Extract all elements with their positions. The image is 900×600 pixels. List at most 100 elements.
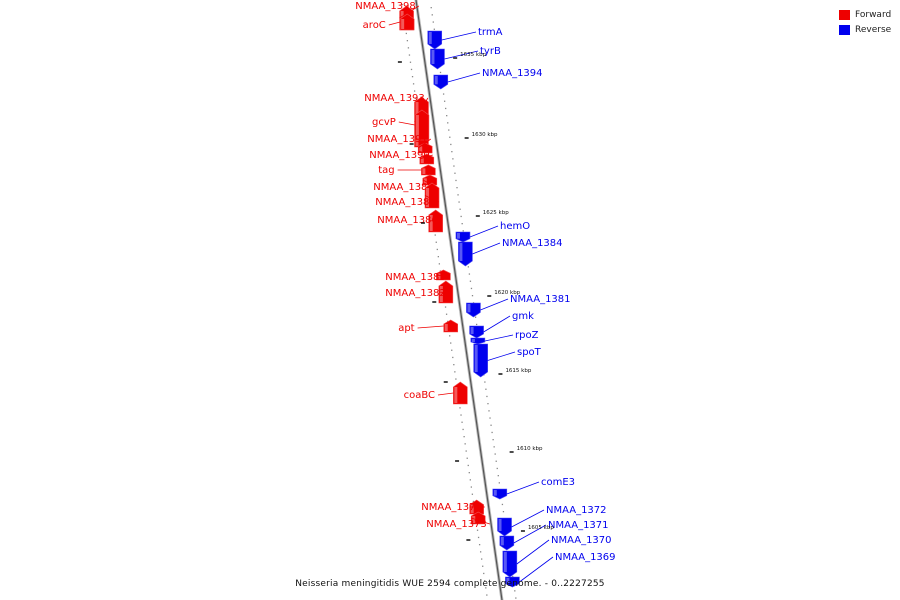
gene-label[interactable]: rpoZ [515, 330, 539, 341]
track-dot [460, 414, 462, 416]
gene-leader-line [444, 50, 479, 60]
gene-label[interactable]: NMAA_1393 [364, 93, 425, 104]
gene-leader-line [399, 5, 420, 19]
gene-label[interactable]: coaBC [404, 390, 435, 401]
gene-label[interactable]: tag [378, 165, 394, 176]
gene-tag[interactable]: tag [378, 164, 436, 176]
gene-arrow-highlight [500, 537, 504, 546]
gene-label[interactable]: spoT [517, 347, 542, 358]
gene-label[interactable]: aroC [363, 20, 386, 31]
backbone-line-core [415, 0, 503, 600]
track-dot [471, 493, 474, 495]
track-dot [485, 587, 487, 589]
gene-nmaa-1374[interactable]: NMAA_1374 [421, 499, 485, 515]
gene-label[interactable]: gmk [512, 311, 534, 322]
track-dot [411, 76, 414, 78]
track-dot [455, 378, 457, 380]
gene-label[interactable]: tyrB [480, 46, 501, 57]
gene-nmaa-1394[interactable]: NMAA_1394 [433, 68, 543, 90]
track-dot [495, 460, 497, 462]
track-dot [439, 71, 442, 74]
gene-label[interactable]: NMAA_1390 [369, 150, 430, 161]
track-dot [502, 511, 505, 513]
gene-label[interactable]: gcvP [372, 117, 396, 128]
gene-label[interactable]: NMAA_1384 [502, 238, 563, 249]
gene-nmaa-1373[interactable]: NMAA_1373 [426, 511, 490, 530]
tick-label: 1605 kbp [528, 525, 554, 531]
gene-label[interactable]: hemO [500, 221, 530, 232]
track-dot [453, 364, 455, 366]
track-dot [449, 136, 451, 138]
map-caption: Neisseria meningitidis WUE 2594 complete… [295, 579, 605, 589]
gene-nmaa-1391[interactable]: NMAA_1391 [367, 134, 433, 154]
gene-come3[interactable]: comE3 [492, 477, 575, 500]
gene-label[interactable]: NMAA_1371 [548, 520, 609, 531]
track-dot [450, 143, 452, 146]
gene-nmaa-1370[interactable]: NMAA_1370 [502, 535, 612, 578]
gene-leader-line [417, 138, 432, 149]
gene-nmaa-1386[interactable]: NMAA_1386 [377, 209, 443, 233]
gene-nmaa-1372[interactable]: NMAA_1372 [497, 505, 607, 537]
tick-label: 1610 kbp [517, 446, 543, 452]
gene-nmaa-1387[interactable]: NMAA_1387 [375, 182, 440, 209]
gene-arrow-highlight [415, 115, 419, 139]
gene-label[interactable]: NMAA_1370 [551, 535, 612, 546]
gene-label[interactable]: comE3 [541, 477, 575, 488]
track-dot [445, 313, 448, 315]
gene-label[interactable]: NMAA_1374 [421, 502, 482, 513]
gene-leader-line [398, 121, 415, 126]
gene-leader-line [519, 556, 554, 583]
track-dot [412, 83, 415, 85]
gene-nmaa-1381[interactable]: NMAA_1381 [466, 294, 571, 318]
track-dot [463, 436, 465, 438]
track-dot [497, 475, 499, 477]
gene-label[interactable]: trmA [478, 27, 503, 38]
track-dot [462, 230, 464, 232]
gene-apt[interactable]: apt [398, 319, 459, 334]
gene-label[interactable]: NMAA_1383 [385, 272, 446, 283]
gene-nmaa-1383[interactable]: NMAA_1383 [385, 269, 451, 283]
track-dot [452, 356, 454, 359]
gene-tyrb[interactable]: tyrB [430, 46, 501, 70]
gene-label[interactable]: NMAA_1388 [373, 182, 434, 193]
gene-label[interactable]: NMAA_1381 [510, 294, 571, 305]
track-dot [496, 467, 498, 470]
gene-coabc[interactable]: coaBC [404, 381, 468, 405]
gene-aroc[interactable]: aroC [363, 13, 415, 31]
gene-label[interactable]: NMAA_1372 [546, 505, 607, 516]
gene-nmaa-1384[interactable]: NMAA_1384 [458, 238, 563, 267]
gene-nmaa-1382[interactable]: NMAA_1382 [385, 280, 454, 304]
gene-label[interactable]: NMAA_1387 [375, 197, 436, 208]
track-dot [454, 172, 456, 174]
gene-label[interactable]: NMAA_1369 [555, 552, 616, 563]
track-dot [493, 446, 495, 448]
gene-arrow-highlight [428, 32, 432, 44]
gene-spot[interactable]: spoT [473, 343, 542, 378]
gene-hemo[interactable]: hemO [455, 221, 530, 243]
gene-rpoz[interactable]: rpoZ [470, 330, 539, 345]
track-dot [478, 544, 481, 546]
gene-label[interactable]: NMAA_1391 [367, 134, 428, 145]
track-dot [449, 335, 451, 337]
gene-label[interactable]: NMAA_1382 [385, 288, 446, 299]
gene-nmaa-1369[interactable]: NMAA_1369 [505, 552, 616, 588]
track-dot [475, 323, 478, 326]
gene-arrow-highlight [437, 273, 441, 279]
track-dot [485, 388, 487, 390]
gene-gcvp[interactable]: gcvP [372, 109, 430, 141]
gene-gmk[interactable]: gmk [469, 311, 535, 339]
gene-label[interactable]: NMAA_1386 [377, 215, 438, 226]
track-dot [459, 407, 461, 409]
gene-nmaa-1371[interactable]: NMAA_1371 [499, 520, 609, 551]
gene-label[interactable]: NMAA_1398 [355, 1, 416, 12]
gene-label[interactable]: NMAA_1394 [482, 68, 543, 79]
track-dot [464, 443, 466, 445]
gene-label[interactable]: apt [398, 323, 414, 334]
gene-label[interactable]: NMAA_1373 [426, 519, 487, 530]
gene-trma[interactable]: trmA [427, 27, 503, 50]
track-dot [447, 122, 449, 124]
gene-nmaa-1390[interactable]: NMAA_1390 [369, 150, 435, 165]
track-dot [455, 179, 457, 182]
track-dot [448, 129, 450, 131]
